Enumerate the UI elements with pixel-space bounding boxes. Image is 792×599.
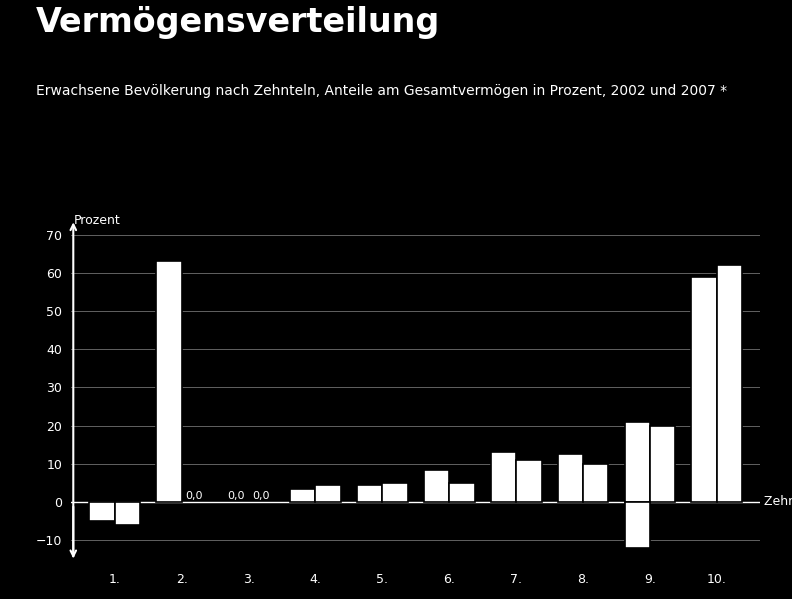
Text: 0,0: 0,0 — [253, 491, 270, 501]
Bar — [516, 460, 542, 502]
Text: 0,0: 0,0 — [227, 491, 245, 501]
Bar — [625, 502, 650, 548]
Text: 0,0: 0,0 — [185, 491, 203, 501]
Text: Prozent: Prozent — [74, 214, 120, 227]
Bar — [558, 454, 583, 502]
Bar — [583, 464, 608, 502]
Bar — [383, 483, 408, 502]
Text: Erwachsene Bevölkerung nach Zehnteln, Anteile am Gesamtvermögen in Prozent, 2002: Erwachsene Bevölkerung nach Zehnteln, An… — [36, 84, 727, 98]
Bar — [115, 502, 140, 525]
Bar — [717, 265, 742, 502]
Bar — [625, 422, 650, 502]
Bar — [449, 483, 474, 502]
Bar — [691, 277, 717, 502]
Bar — [89, 502, 115, 521]
Bar — [315, 485, 341, 502]
Bar — [424, 470, 449, 502]
Bar — [290, 489, 315, 502]
Bar — [357, 485, 383, 502]
Text: Vermögensverteilung: Vermögensverteilung — [36, 6, 440, 39]
Bar — [156, 261, 181, 502]
Bar — [491, 452, 516, 502]
Text: Zehntel (Dezil): Zehntel (Dezil) — [763, 495, 792, 509]
Bar — [650, 426, 676, 502]
